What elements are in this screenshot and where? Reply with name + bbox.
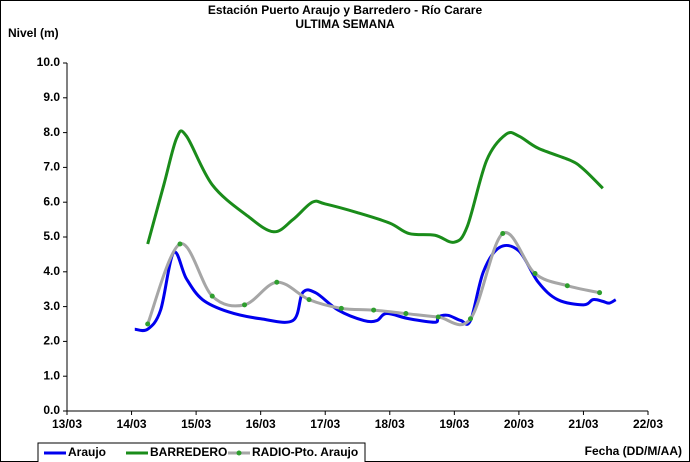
x-axis-title: Fecha (DD/M/AA) xyxy=(585,444,682,458)
y-tick-label: 7.0 xyxy=(43,160,60,174)
y-tick-label: 1.0 xyxy=(43,368,60,382)
point xyxy=(209,293,215,299)
point xyxy=(177,241,183,247)
x-tick-label: 17/03 xyxy=(310,417,340,431)
chart-subtitle: ULTIMA SEMANA xyxy=(295,17,395,31)
y-tick-label: 9.0 xyxy=(43,90,60,104)
x-tick-label: 15/03 xyxy=(181,417,211,431)
y-tick-label: 2.0 xyxy=(43,334,60,348)
point xyxy=(435,314,441,320)
series-line xyxy=(134,243,617,333)
legend-label: Araujo xyxy=(68,445,106,459)
legend-marker xyxy=(236,450,242,456)
x-tick-label: 13/03 xyxy=(52,417,82,431)
point xyxy=(145,321,151,327)
y-tick-label: 3.0 xyxy=(43,299,60,313)
y-tick-label: 6.0 xyxy=(43,194,60,208)
point xyxy=(274,279,280,285)
point xyxy=(338,305,344,311)
x-tick-label: 14/03 xyxy=(117,417,147,431)
point xyxy=(532,271,538,277)
y-tick-label: 4.0 xyxy=(43,264,60,278)
y-tick-label: 0.0 xyxy=(43,403,60,417)
legend-label: RADIO-Pto. Araujo xyxy=(252,445,358,459)
y-tick-label: 5.0 xyxy=(43,229,60,243)
x-tick-label: 20/03 xyxy=(504,417,534,431)
chart-title: Estación Puerto Araujo y Barredero - Río… xyxy=(208,3,483,17)
y-tick-label: 8.0 xyxy=(43,125,60,139)
x-tick-label: 22/03 xyxy=(633,417,663,431)
point xyxy=(467,316,473,322)
point xyxy=(500,231,506,237)
x-tick-label: 19/03 xyxy=(439,417,469,431)
series-line xyxy=(146,129,604,245)
legend-label: BARREDERO xyxy=(150,445,227,459)
y-tick-label: 10.0 xyxy=(37,55,61,69)
x-tick-label: 16/03 xyxy=(246,417,276,431)
x-tick-label: 21/03 xyxy=(568,417,598,431)
legend-box xyxy=(37,442,366,462)
point xyxy=(597,290,603,296)
point xyxy=(371,307,377,313)
x-tick-label: 18/03 xyxy=(375,417,405,431)
y-axis-title: Nivel (m) xyxy=(8,26,59,40)
point xyxy=(403,311,409,317)
point xyxy=(306,297,312,303)
point xyxy=(242,302,248,308)
point xyxy=(564,283,570,289)
